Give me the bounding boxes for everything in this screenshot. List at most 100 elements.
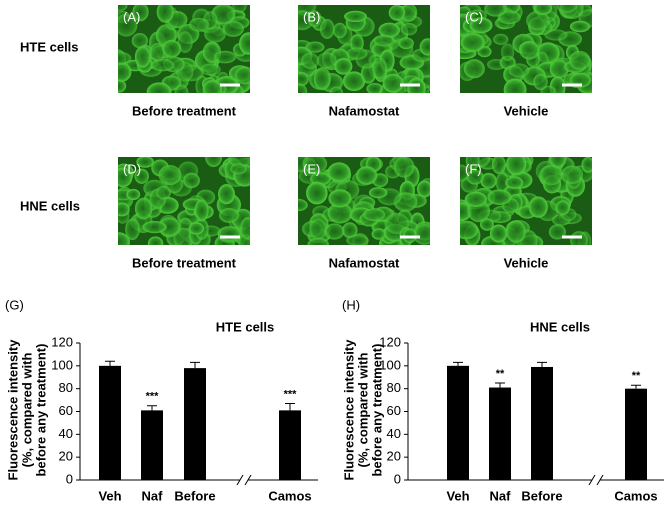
panel-caption: Nafamostat xyxy=(329,103,400,118)
cell xyxy=(346,47,368,60)
cell xyxy=(569,20,591,33)
cells xyxy=(460,157,592,245)
cell xyxy=(328,189,352,208)
cell xyxy=(136,157,154,168)
cell xyxy=(400,22,418,36)
panel-label: (G) xyxy=(5,297,24,312)
cell xyxy=(142,220,167,234)
cell xyxy=(126,188,141,201)
bar xyxy=(625,388,647,480)
cell xyxy=(174,84,189,93)
cells xyxy=(118,157,250,245)
cell xyxy=(118,232,130,245)
cell xyxy=(307,10,322,27)
y-tick-label: 0 xyxy=(394,471,401,486)
row-label: HTE cells xyxy=(20,39,79,54)
panel-caption: Vehicle xyxy=(504,255,549,270)
error-bar xyxy=(190,361,200,369)
error-bar xyxy=(495,382,505,388)
cell xyxy=(493,33,509,45)
cell xyxy=(555,200,570,216)
cell xyxy=(132,5,149,22)
cell xyxy=(298,72,309,86)
x-tick-label: Naf xyxy=(142,488,164,503)
cell xyxy=(491,157,506,175)
significance: *** xyxy=(284,388,298,400)
micrograph: (E) xyxy=(298,157,430,245)
cell xyxy=(232,5,247,13)
cell xyxy=(298,198,308,212)
cell xyxy=(464,191,487,207)
row-label: HNE cells xyxy=(20,198,80,213)
cell xyxy=(569,231,589,245)
cell xyxy=(463,59,485,79)
cell xyxy=(183,172,200,189)
cell xyxy=(506,157,527,176)
y-tick-label: 120 xyxy=(51,334,73,349)
error-bar xyxy=(631,384,641,389)
cell xyxy=(332,22,347,39)
bar xyxy=(99,365,121,480)
micrograph: (B) xyxy=(298,5,430,93)
cell xyxy=(125,218,140,241)
cell xyxy=(118,202,130,217)
axis-break xyxy=(588,474,596,486)
cell xyxy=(146,82,172,93)
cell xyxy=(388,5,406,21)
cell xyxy=(234,66,250,85)
y-tick-label: 60 xyxy=(387,403,401,418)
panel-caption: Vehicle xyxy=(504,103,549,118)
x-tick-label: Before xyxy=(174,488,215,503)
cell xyxy=(222,20,244,37)
panel-label: (B) xyxy=(303,9,320,24)
cell xyxy=(150,58,175,72)
error-bar xyxy=(147,405,157,411)
y-tick-label: 20 xyxy=(59,449,73,464)
cell xyxy=(306,181,328,205)
cell xyxy=(202,80,223,93)
y-tick-label: 80 xyxy=(59,380,73,395)
bar xyxy=(184,368,206,480)
y-tick-label: 40 xyxy=(59,426,73,441)
micrograph: (A) xyxy=(118,5,250,93)
error-bar xyxy=(537,361,547,367)
cell xyxy=(346,234,369,245)
cell xyxy=(194,199,209,222)
cell xyxy=(501,43,515,62)
cell xyxy=(505,176,524,189)
panel-label: (F) xyxy=(465,161,482,176)
x-tick-label: Before xyxy=(521,488,562,503)
cell xyxy=(534,5,553,15)
chart-title: HNE cells xyxy=(530,319,590,334)
cell xyxy=(156,5,174,23)
cell xyxy=(158,164,182,186)
panel-caption: Before treatment xyxy=(132,103,237,118)
bar xyxy=(447,365,469,480)
bar xyxy=(489,387,511,480)
cells xyxy=(298,5,430,93)
cell xyxy=(460,32,485,52)
cell xyxy=(371,228,386,240)
error-bar xyxy=(105,360,115,366)
cell xyxy=(465,157,480,171)
cell xyxy=(382,73,404,93)
cell xyxy=(460,220,479,240)
cell xyxy=(316,52,337,69)
panel-label: (D) xyxy=(123,161,141,176)
cell xyxy=(508,63,530,78)
cell xyxy=(134,168,149,184)
y-tick-label: 100 xyxy=(379,357,401,372)
cell xyxy=(419,38,430,56)
cell xyxy=(214,50,237,64)
error-bar xyxy=(285,403,295,411)
micrograph: (D) xyxy=(118,157,250,245)
cell xyxy=(363,208,386,222)
cell xyxy=(412,224,430,245)
x-tick-label: Camos xyxy=(614,488,657,503)
y-axis-label: Fluorescence intensity xyxy=(5,339,20,481)
cell xyxy=(555,5,578,13)
cell xyxy=(506,220,526,243)
cell xyxy=(407,77,426,93)
cell xyxy=(313,67,331,91)
cell xyxy=(118,13,138,37)
